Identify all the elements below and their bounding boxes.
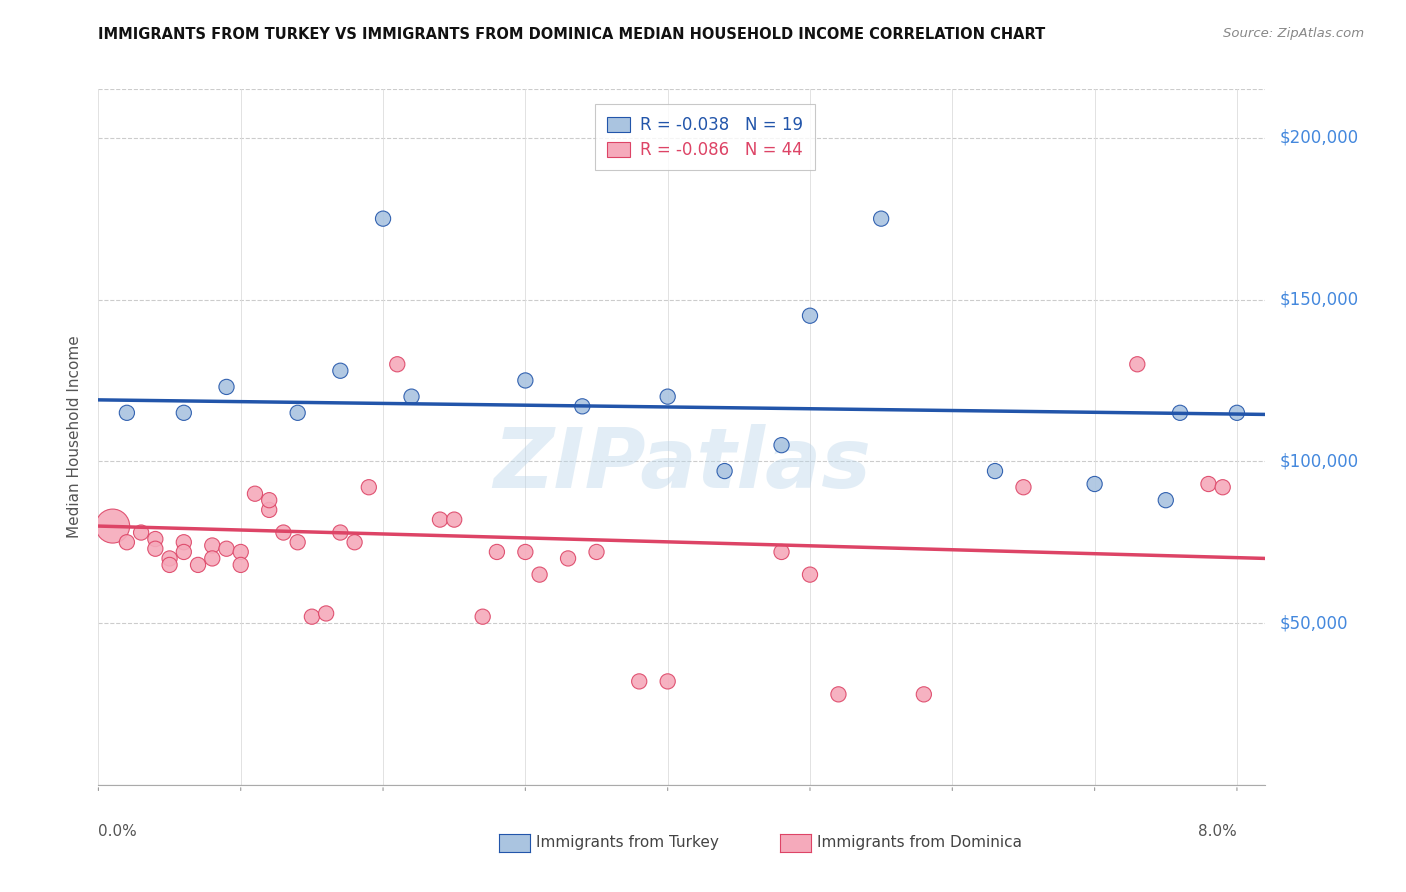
Text: Immigrants from Dominica: Immigrants from Dominica <box>817 836 1022 850</box>
Text: Immigrants from Turkey: Immigrants from Turkey <box>536 836 718 850</box>
Point <box>799 309 821 323</box>
Point <box>1126 357 1149 371</box>
Point <box>329 364 352 378</box>
Point <box>529 567 551 582</box>
Point <box>129 525 152 540</box>
Point <box>827 687 849 701</box>
Point <box>201 551 224 566</box>
Point <box>173 535 195 549</box>
Y-axis label: Median Household Income: Median Household Income <box>67 335 83 539</box>
Point <box>485 545 508 559</box>
Point <box>229 558 252 572</box>
Text: Source: ZipAtlas.com: Source: ZipAtlas.com <box>1223 27 1364 40</box>
Point <box>429 513 451 527</box>
Point <box>870 211 893 226</box>
Point <box>187 558 209 572</box>
Point <box>101 519 124 533</box>
Point <box>770 545 793 559</box>
Point <box>1084 477 1107 491</box>
Point <box>387 357 409 371</box>
Point <box>401 390 423 404</box>
Text: $200,000: $200,000 <box>1279 128 1358 147</box>
Text: $50,000: $50,000 <box>1279 615 1348 632</box>
Point <box>243 486 266 500</box>
Point <box>343 535 366 549</box>
Point <box>1168 406 1191 420</box>
Point <box>657 674 679 689</box>
Point <box>713 464 735 478</box>
Point <box>1154 493 1177 508</box>
Point <box>329 525 352 540</box>
Point <box>159 558 181 572</box>
Point <box>201 539 224 553</box>
Point <box>287 406 309 420</box>
Point <box>770 438 793 452</box>
Text: ZIPatlas: ZIPatlas <box>494 425 870 506</box>
Legend: R = -0.038   N = 19, R = -0.086   N = 44: R = -0.038 N = 19, R = -0.086 N = 44 <box>595 104 815 170</box>
Point <box>173 545 195 559</box>
Point <box>215 541 238 556</box>
Text: $100,000: $100,000 <box>1279 452 1358 470</box>
Point <box>143 532 166 546</box>
Point <box>115 406 138 420</box>
Point <box>515 545 537 559</box>
Point <box>357 480 380 494</box>
Point <box>273 525 295 540</box>
Point <box>159 551 181 566</box>
Point <box>1212 480 1234 494</box>
Point <box>229 545 252 559</box>
Text: 0.0%: 0.0% <box>98 824 138 838</box>
Point <box>984 464 1007 478</box>
Point <box>257 493 280 508</box>
Point <box>657 390 679 404</box>
Text: $150,000: $150,000 <box>1279 291 1358 309</box>
Point <box>1226 406 1249 420</box>
Point <box>371 211 394 226</box>
Point <box>287 535 309 549</box>
Point <box>301 609 323 624</box>
Point <box>257 503 280 517</box>
Point <box>628 674 651 689</box>
Point <box>585 545 607 559</box>
Text: IMMIGRANTS FROM TURKEY VS IMMIGRANTS FROM DOMINICA MEDIAN HOUSEHOLD INCOME CORRE: IMMIGRANTS FROM TURKEY VS IMMIGRANTS FRO… <box>98 27 1046 42</box>
Point <box>1198 477 1220 491</box>
Point <box>173 406 195 420</box>
Point <box>215 380 238 394</box>
Point <box>471 609 494 624</box>
Point <box>515 374 537 388</box>
Point <box>315 607 337 621</box>
Point <box>115 535 138 549</box>
Text: 8.0%: 8.0% <box>1198 824 1237 838</box>
Point <box>912 687 935 701</box>
Point <box>799 567 821 582</box>
Point <box>557 551 579 566</box>
Point <box>443 513 465 527</box>
Point <box>571 400 593 414</box>
Point <box>1012 480 1035 494</box>
Point <box>143 541 166 556</box>
